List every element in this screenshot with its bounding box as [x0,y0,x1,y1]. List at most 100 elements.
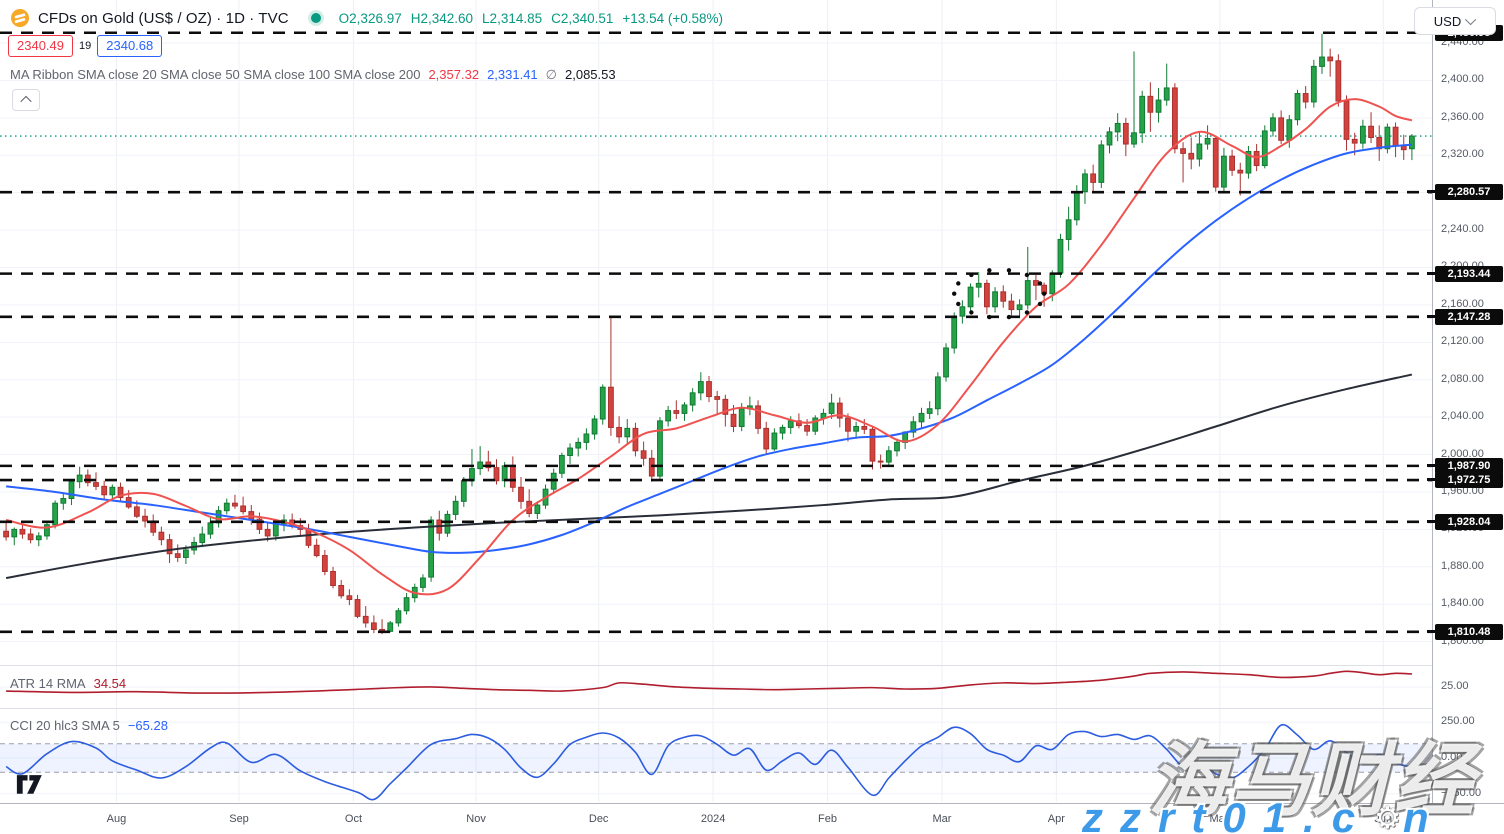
time-axis-label: Oct [344,813,363,825]
sell-button[interactable]: 2340.49 [8,35,73,57]
candle-body [370,622,377,630]
candle-body [19,528,26,535]
candle-body [35,535,42,541]
tradingview-logo[interactable] [16,771,48,802]
chart-plot-area[interactable] [0,0,1432,803]
candle-body [68,481,75,500]
candle-body [1319,56,1325,67]
price-axis-label: 2,360.00 [1441,110,1484,123]
atr-line[interactable] [6,670,1412,694]
ma-line-sma-200[interactable] [5,373,1413,580]
candle-body [992,291,998,308]
tradingview-logo-icon [16,775,42,794]
candle-body [11,528,18,538]
candle-body [1057,238,1064,274]
candle-body [975,282,982,288]
annotation-dot [956,281,961,286]
candle-body [1188,152,1195,160]
time-axis[interactable]: Aug Sep Oct Nov Dec 2024 Feb Mar Apr May Jun [0,803,1504,834]
ohlc-change: +13.54 (+0.58%) [622,10,723,26]
candle-body [812,417,819,432]
candle-body [1261,130,1268,167]
panel-separator-atr-cci[interactable] [0,708,1432,709]
candle-body [44,524,50,537]
candle-body [681,404,688,414]
price-level-badge: 2,147.28 [1427,308,1503,325]
candle-body [934,376,941,410]
candle-body [199,533,206,543]
price-axis-label: 2,320.00 [1441,148,1484,161]
candle-body [232,502,238,507]
candle-body [403,597,410,612]
time-axis-label: Jun [1374,813,1393,825]
candle-body [27,533,34,541]
collapse-legend-button[interactable] [12,89,40,111]
ohlc-close: C2,340.51 [551,10,614,26]
candle-body [1400,145,1407,151]
candle-body [1171,87,1178,150]
price-axis-label: 1,880.00 [1441,559,1484,572]
candle-body [1114,122,1121,133]
candle-body [272,523,279,537]
candle-body [387,622,394,632]
ma-ribbon-avg-value: 2,085.53 [565,67,616,82]
candle-body [616,426,622,438]
candle-body [951,315,958,349]
candle-body [1000,291,1007,302]
ohlc-values: O2,326.97 H2,342.60 L2,314.85 C2,340.51 … [339,11,723,26]
candle-body [1024,280,1031,306]
candle-body [444,513,451,534]
candle-body [1221,155,1227,188]
candle-body [877,460,884,463]
price-level-badge: 1,810.48 [1427,623,1503,640]
ma-ribbon-legend[interactable]: MA Ribbon SMA close 20 SMA close 50 SMA … [10,67,616,83]
candle-body [1229,155,1235,171]
candle-body [697,381,704,394]
candle-body [142,515,148,522]
candle-body [109,486,116,496]
candle-body [648,457,655,477]
candle-body [1359,125,1366,144]
cci-axis-label: 250.00 [1441,715,1475,728]
cci-label: CCI 20 hlc3 SMA 5 [10,718,120,733]
candle-body [330,570,336,586]
candle-body [518,486,524,502]
candle-body [1212,137,1219,188]
panel-separator-main-atr[interactable] [0,665,1432,666]
cci-line[interactable] [5,723,1413,801]
ma-line-sma-20[interactable] [5,98,1413,596]
candle-body [1008,300,1015,311]
atr-indicator-legend[interactable]: ATR 14 RMA 34.54 [10,676,126,691]
candle-body [362,615,369,624]
market-status-icon[interactable] [310,13,321,23]
candle-body [845,417,851,432]
symbol-header: CFDs on Gold (US$ / OZ) · 1D · TVC O2,32… [10,8,723,28]
candle-body [1090,173,1097,183]
time-axis-label: Nov [466,813,486,825]
buy-button[interactable]: 2340.68 [97,35,163,57]
symbol-title[interactable]: CFDs on Gold (US$ / OZ) · 1D · TVC [38,9,289,27]
ma-line-sma-50[interactable] [5,143,1413,554]
candle-body [493,467,500,482]
spread-value: 19 [79,40,92,52]
cci-value: −65.28 [127,718,168,733]
ma-ribbon-label: MA Ribbon SMA close 20 SMA close 50 SMA … [10,67,421,82]
price-level-badge: 1,972.75 [1427,472,1503,489]
candle-body [1237,169,1244,174]
chevron-down-icon [1465,13,1477,26]
candle-body [983,282,990,308]
candle-body [240,505,247,513]
currency-dropdown[interactable]: USD [1414,7,1496,35]
candle-body [1310,65,1317,103]
candle-body [665,410,672,422]
cci-indicator-legend[interactable]: CCI 20 hlc3 SMA 5 −65.28 [10,718,168,733]
candle-body [959,306,966,317]
candle-body [722,398,729,415]
ma-ribbon-sma50-value: 2,331.41 [487,67,538,82]
price-axis[interactable]: 2,440.002,400.002,360.002,320.002,280.00… [1427,0,1504,803]
time-axis-label: Dec [588,813,609,825]
candle-body [1180,148,1186,154]
candle-body [1343,100,1350,140]
candle-body [1204,137,1211,145]
